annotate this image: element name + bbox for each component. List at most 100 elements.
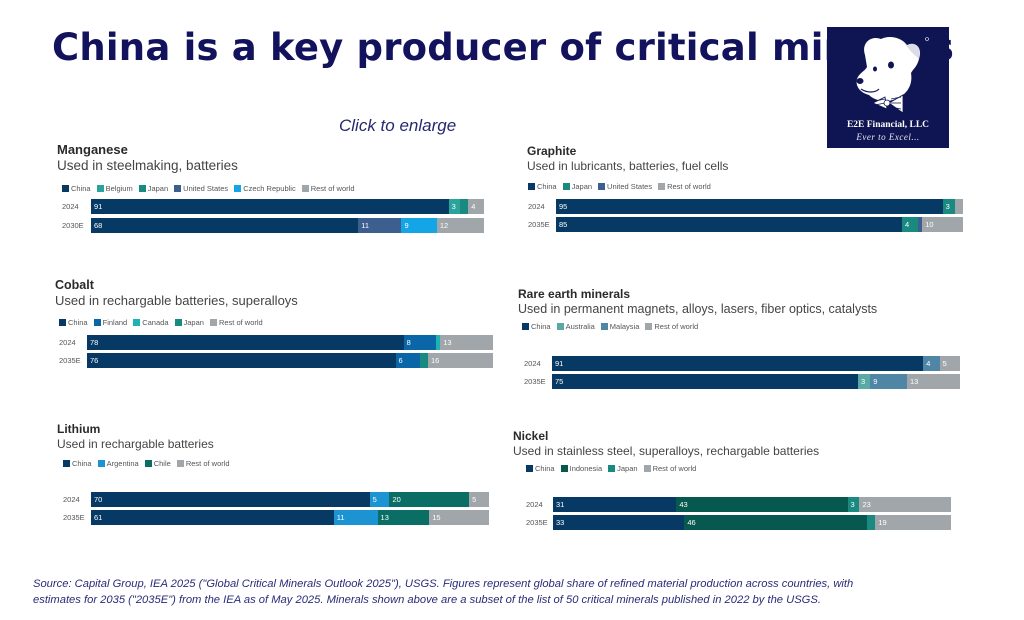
nickel-chart-header: Nickel Used in stainless steel, superallo… bbox=[513, 429, 819, 458]
nickel-chart-subtitle: Used in stainless steel, superalloys, re… bbox=[513, 444, 820, 458]
bar-segment-czech-republic: 9 bbox=[401, 218, 437, 233]
category-label: 2035E bbox=[59, 356, 81, 365]
bar-segment-china: 61 bbox=[91, 510, 334, 525]
bar-segment-indonesia: 46 bbox=[684, 515, 868, 530]
lithium-chart-title: Lithium bbox=[57, 422, 101, 436]
legend-item-japan: Japan bbox=[174, 318, 204, 327]
legend-label: Rest of world bbox=[654, 322, 699, 331]
rare-earth-minerals-bar-row: 2024 91 4 5 bbox=[0, 356, 1024, 371]
legend-swatch bbox=[658, 183, 666, 190]
legend-swatch bbox=[209, 319, 217, 326]
manganese-chart-header: Manganese Used in steelmaking, batteries bbox=[57, 142, 238, 173]
legend-label: China bbox=[537, 182, 557, 191]
legend-label: China bbox=[72, 459, 92, 468]
legend-item-rest-of-world: Rest of world bbox=[176, 459, 230, 468]
graphite-bar-row: 2035E 85 4 10 bbox=[0, 217, 1024, 232]
legend-label: Rest of world bbox=[185, 459, 230, 468]
cobalt-chart-title: Cobalt bbox=[55, 278, 94, 292]
bar-segment-rest-of-world: 19 bbox=[875, 515, 951, 530]
lithium-chart-header: Lithium Used in rechargable batteries bbox=[57, 422, 214, 451]
legend-item-china: China bbox=[59, 318, 88, 327]
legend-label: Rest of world bbox=[652, 464, 697, 473]
lithium-legend: China Argentina Chile Rest of world bbox=[63, 459, 230, 468]
bar-segment-rest-of-world: 13 bbox=[906, 374, 960, 389]
legend-swatch bbox=[526, 465, 533, 472]
legend-label: Canada bbox=[142, 318, 169, 327]
legend-item-belgium: Belgium bbox=[96, 184, 133, 193]
legend-swatch bbox=[608, 465, 616, 472]
dog-with-bowtie-icon bbox=[856, 37, 929, 114]
legend-swatch bbox=[643, 465, 651, 472]
legend-label: Rest of world bbox=[310, 184, 355, 193]
bar-segment-japan: 4 bbox=[901, 217, 919, 232]
graphite-chart-subtitle: Used in lubricants, batteries, fuel cell… bbox=[527, 159, 729, 173]
bar-segment-finland: 6 bbox=[395, 353, 420, 368]
logo-brand-name: E2E Financial, LLC bbox=[846, 120, 930, 130]
manganese-chart-title: Manganese bbox=[57, 142, 128, 157]
legend-item-canada: Canada bbox=[133, 318, 169, 327]
legend-item-united-states: United States bbox=[174, 184, 228, 193]
legend-swatch bbox=[600, 323, 608, 330]
rare-earth-minerals-chart-subtitle: Used in permanent magnets, alloys, laser… bbox=[518, 302, 878, 316]
lithium-bar-row: 2035E 61 11 13 15 bbox=[0, 510, 1024, 525]
graphite-chart-header: Graphite Used in lubricants, batteries, f… bbox=[527, 144, 728, 173]
rare-earth-minerals-bar-row: 2035E 75 3 9 13 bbox=[0, 374, 1024, 389]
bar-segment-australia: 3 bbox=[858, 374, 871, 389]
legend-label: Rest of world bbox=[218, 318, 263, 327]
legend-swatch bbox=[144, 460, 152, 467]
legend-swatch bbox=[59, 319, 66, 326]
nickel-stacked-bar: 33 46 19 bbox=[553, 515, 951, 530]
bar-segment-united-states bbox=[918, 217, 923, 232]
cobalt-bar-row: 2024 78 8 13 bbox=[0, 335, 1024, 350]
legend-label: Rest of world bbox=[667, 182, 711, 191]
cobalt-bar-row: 2035E 76 6 16 bbox=[0, 353, 1024, 368]
nickel-stacked-bar: 31 43 3 23 bbox=[553, 497, 951, 512]
legend-item-japan: Japan bbox=[608, 464, 638, 473]
legend-item-indonesia: Indonesia bbox=[560, 464, 603, 473]
legend-label: China bbox=[531, 322, 551, 331]
bar-segment-rest-of-world: 23 bbox=[859, 497, 951, 512]
bar-segment-rest-of-world: 12 bbox=[436, 218, 484, 233]
legend-label: Indonesia bbox=[569, 464, 603, 473]
bar-segment-rest-of-world: 5 bbox=[939, 356, 960, 371]
click-to-enlarge-link[interactable]: Click to enlarge bbox=[339, 116, 457, 135]
bar-segment-belgium: 3 bbox=[448, 199, 461, 214]
nickel-chart-title: Nickel bbox=[513, 429, 549, 443]
bar-segment-rest-of-world bbox=[954, 199, 963, 214]
nickel-bar-row: 2024 31 43 3 23 bbox=[0, 497, 1024, 512]
bar-segment-china: 91 bbox=[91, 199, 449, 214]
manganese-legend: China Belgium Japan United States Czech Repu… bbox=[62, 184, 355, 193]
bar-segment-china: 95 bbox=[556, 199, 943, 214]
company-logo: E2E Financial, LLC Ever to Excel... bbox=[827, 27, 949, 148]
rare-earth-minerals-stacked-bar: 91 4 5 bbox=[552, 356, 960, 371]
bar-segment-chile: 20 bbox=[389, 492, 470, 507]
manganese-bar-row: 2024 91 3 4 bbox=[0, 199, 1024, 214]
manganese-bar-row: 2030E 68 11 9 12 bbox=[0, 218, 1024, 233]
category-label: 2024 bbox=[526, 500, 543, 509]
graphite-chart-title: Graphite bbox=[527, 144, 577, 158]
cobalt-chart-subtitle: Used in rechargable batteries, superallo… bbox=[55, 293, 298, 308]
bar-segment-rest-of-world: 5 bbox=[469, 492, 489, 507]
cobalt-chart-header: Cobalt Used in rechargable batteries, sup… bbox=[55, 278, 298, 308]
legend-label: Czech Republic bbox=[243, 184, 296, 193]
rare-earth-minerals-chart-title: Rare earth minerals bbox=[518, 287, 631, 301]
legend-label: China bbox=[535, 464, 555, 473]
legend-label: Finland bbox=[102, 318, 128, 327]
legend-item-rest-of-world: Rest of world bbox=[645, 322, 698, 331]
legend-label: Belgium bbox=[105, 184, 133, 193]
cobalt-stacked-bar: 76 6 16 bbox=[87, 353, 493, 368]
graphite-stacked-bar: 95 3 bbox=[556, 199, 963, 214]
legend-label: Malaysia bbox=[609, 322, 640, 331]
category-label: 2035E bbox=[524, 377, 546, 386]
source-line-1: Source: Capital Group, IEA 2025 ("Global… bbox=[33, 578, 854, 590]
graphite-stacked-bar: 85 4 10 bbox=[556, 217, 963, 232]
lithium-bar-row: 2024 70 5 20 5 bbox=[0, 492, 1024, 507]
category-label: 2035E bbox=[526, 518, 548, 527]
legend-swatch bbox=[522, 323, 529, 330]
category-label: 2035E bbox=[528, 220, 550, 229]
legend-label: Japan bbox=[571, 182, 593, 191]
legend-label: China bbox=[71, 184, 91, 193]
lithium-stacked-bar: 70 5 20 5 bbox=[91, 492, 489, 507]
legend-swatch bbox=[556, 323, 564, 330]
legend-swatch bbox=[174, 185, 182, 192]
